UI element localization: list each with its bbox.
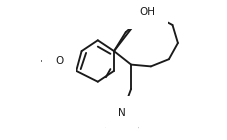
Text: N: N (118, 108, 126, 118)
Text: O: O (55, 56, 63, 66)
Text: OH: OH (139, 7, 155, 17)
